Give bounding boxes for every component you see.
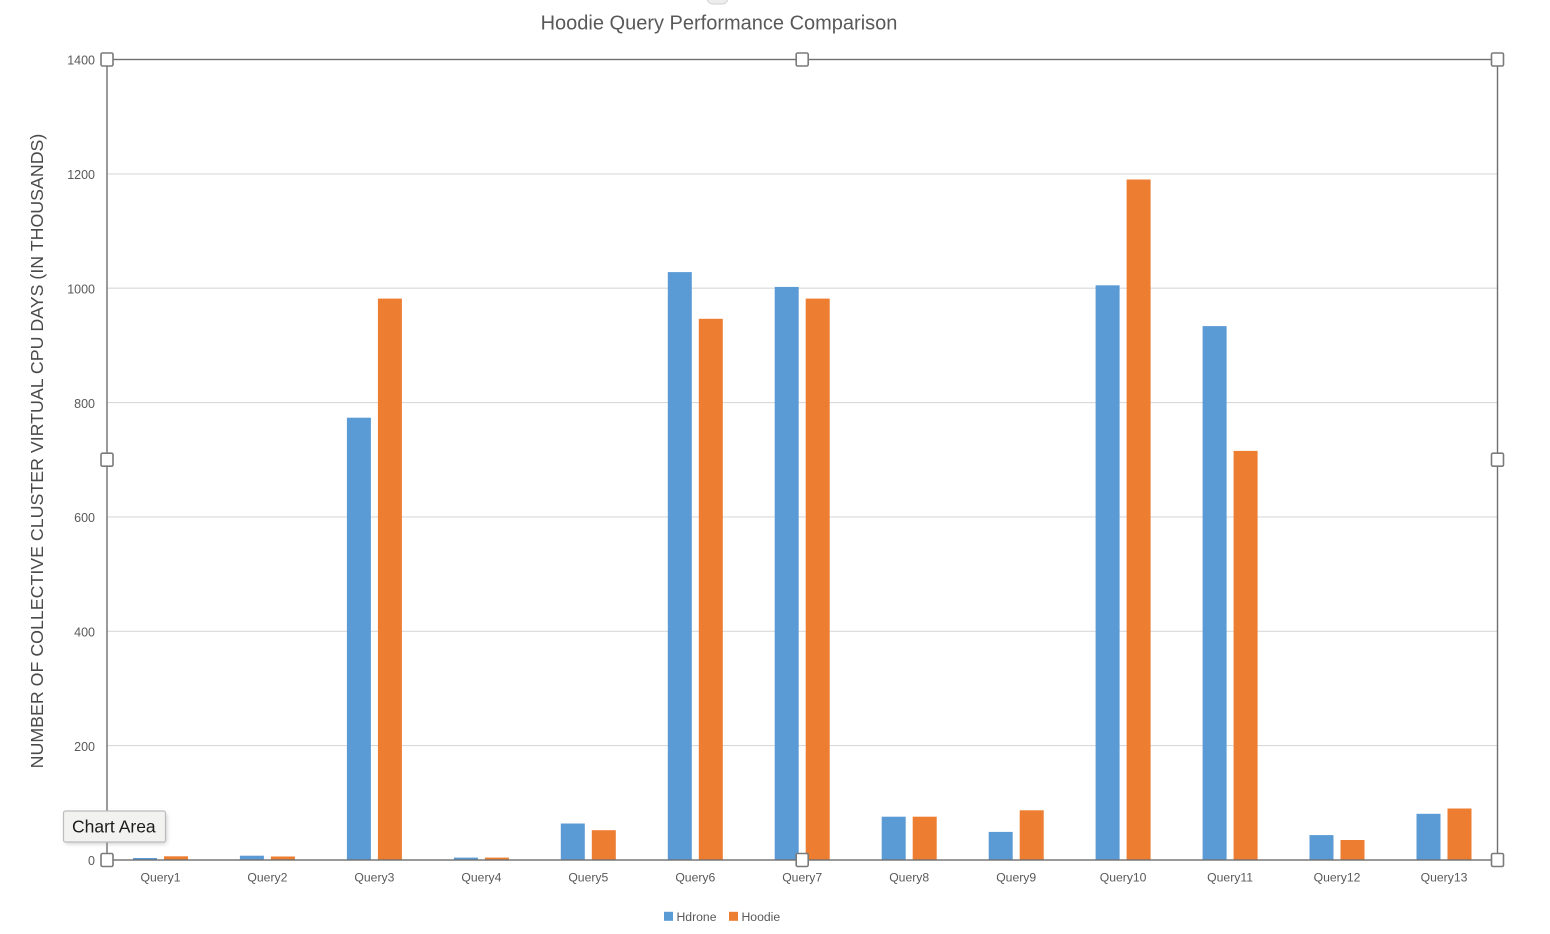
svg-text:Query13: Query13: [1421, 870, 1468, 884]
svg-text:0: 0: [88, 854, 95, 868]
svg-text:600: 600: [74, 511, 95, 525]
svg-text:Query12: Query12: [1314, 870, 1361, 884]
svg-text:Query10: Query10: [1100, 870, 1147, 884]
svg-text:1400: 1400: [67, 54, 95, 68]
svg-text:Hoodie Query Performance Compa: Hoodie Query Performance Comparison: [541, 12, 898, 34]
svg-text:Query11: Query11: [1207, 870, 1253, 884]
svg-text:Query1: Query1: [141, 870, 181, 884]
svg-text:Query5: Query5: [568, 870, 608, 884]
svg-text:Query7: Query7: [782, 870, 822, 884]
svg-text:200: 200: [74, 740, 95, 754]
svg-text:1000: 1000: [67, 282, 95, 296]
svg-text:1200: 1200: [67, 168, 95, 182]
svg-text:Query9: Query9: [996, 870, 1036, 884]
svg-text:Query8: Query8: [889, 870, 929, 884]
svg-text:NUMBER OF COLLECTIVE CLUSTER V: NUMBER OF COLLECTIVE CLUSTER VIRTUAL CPU…: [27, 134, 47, 769]
svg-text:Hdrone: Hdrone: [677, 910, 717, 924]
svg-text:Query6: Query6: [675, 870, 715, 884]
svg-text:Chart Area: Chart Area: [72, 817, 156, 837]
svg-text:Query3: Query3: [354, 870, 394, 884]
svg-text:Query4: Query4: [461, 870, 501, 884]
svg-text:Hoodie: Hoodie: [742, 910, 781, 924]
svg-text:800: 800: [74, 397, 95, 411]
svg-text:Query2: Query2: [247, 870, 287, 884]
svg-text:400: 400: [74, 626, 95, 640]
